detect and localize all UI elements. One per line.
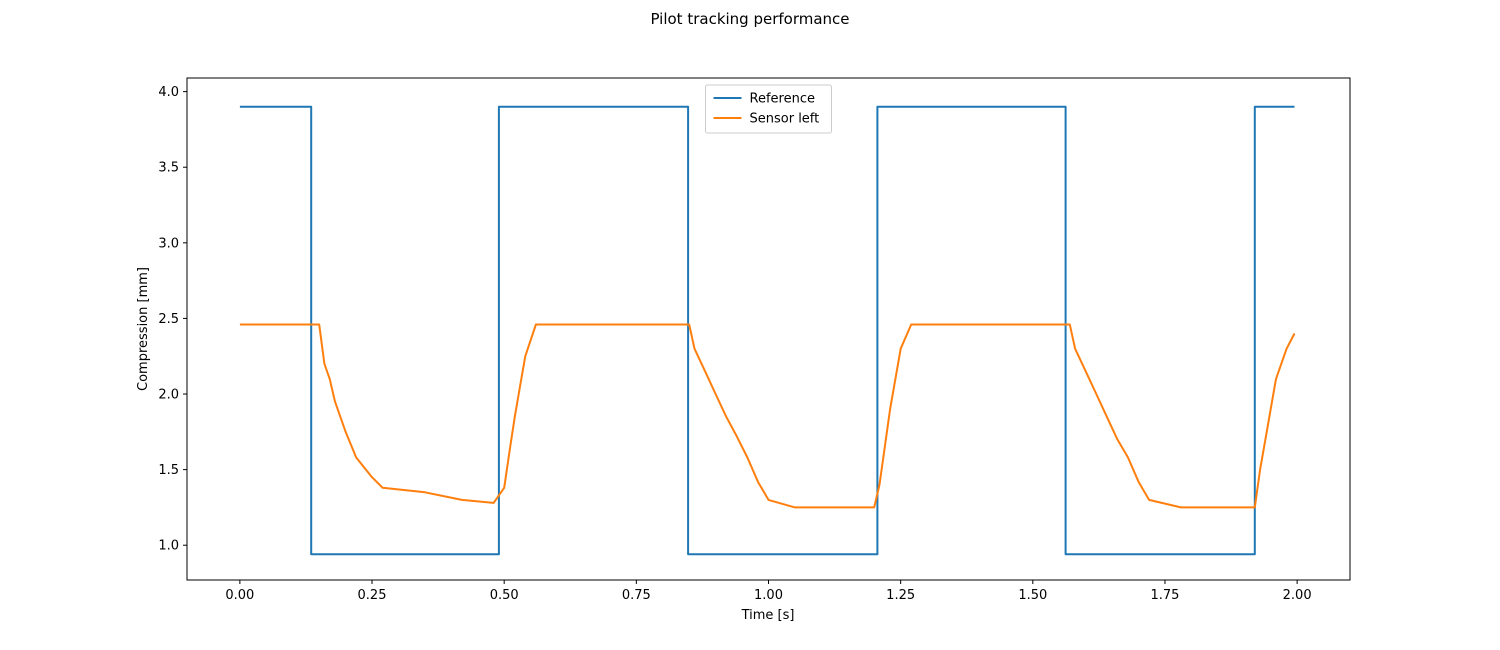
x-axis: 0.00 0.25 0.50 0.75 1.00 1.25 1.50 1.75 2.00 — [225, 580, 1312, 603]
chart-title: Pilot tracking performance — [650, 10, 849, 28]
y-axis: 1.0 1.5 2.0 2.5 3.0 3.5 4.0 — [158, 85, 187, 554]
y-axis-title: Compression [mm] — [136, 267, 151, 391]
y-tick-label: 4.0 — [158, 85, 179, 100]
legend-label-0: Reference — [750, 92, 815, 107]
x-tick-label: 1.50 — [1018, 588, 1047, 603]
y-tick-label: 1.5 — [158, 463, 179, 478]
legend-label-1: Sensor left — [750, 112, 820, 127]
y-tick-label: 2.0 — [158, 388, 179, 403]
plot-frame — [186, 77, 1351, 581]
series-line-0 — [239, 105, 1295, 556]
y-tick-label: 2.5 — [158, 312, 179, 327]
x-tick-label: 1.75 — [1151, 588, 1180, 603]
y-tick-label: 1.0 — [158, 539, 179, 554]
x-tick-label: 0.25 — [358, 588, 387, 603]
x-tick-label: 0.00 — [225, 588, 254, 603]
series-line-1 — [239, 323, 1296, 509]
legend: Reference Sensor left — [705, 84, 832, 134]
x-tick-label: 2.00 — [1283, 588, 1312, 603]
x-tick-label: 0.50 — [490, 588, 519, 603]
y-tick-label: 3.0 — [158, 236, 179, 251]
x-tick-label: 0.75 — [622, 588, 651, 603]
x-axis-title: Time [s] — [741, 608, 795, 623]
series-layer — [239, 105, 1296, 556]
y-tick-label: 3.5 — [158, 161, 179, 176]
x-tick-label: 1.00 — [754, 588, 783, 603]
x-tick-label: 1.25 — [886, 588, 915, 603]
